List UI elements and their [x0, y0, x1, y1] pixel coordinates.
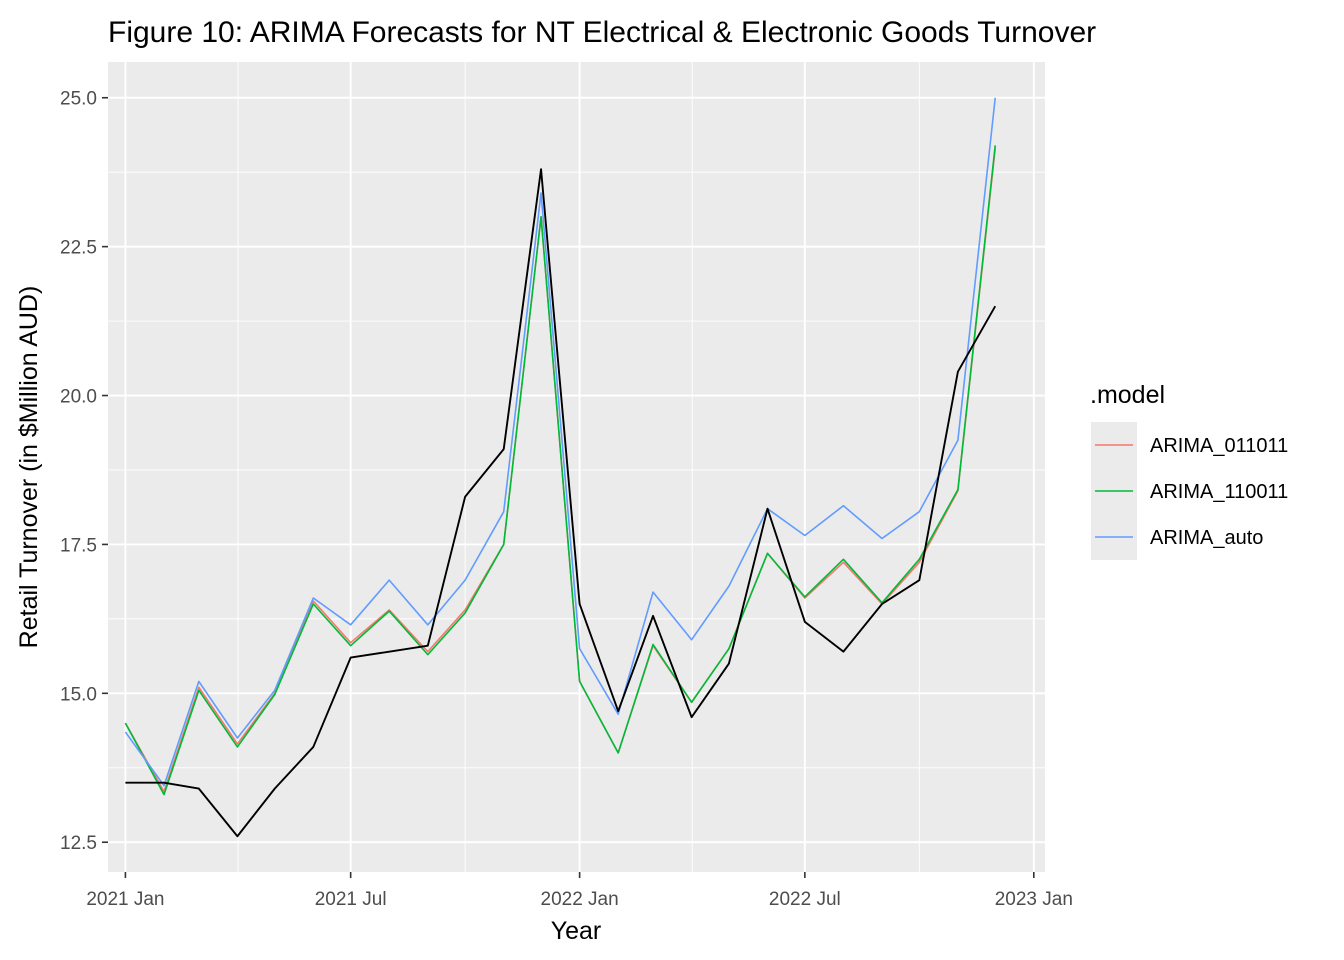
x-axis: 2021 Jan 2021 Jul 2022 Jan 2022 Jul 2023 Jan — [86, 872, 1073, 910]
chart-title: Figure 10: ARIMA Forecasts for NT Electr… — [108, 16, 1096, 49]
legend-title: .model — [1090, 381, 1165, 409]
plot-panel — [108, 62, 1045, 872]
y-tick-label: 15.0 — [60, 684, 97, 705]
legend-keys: ARIMA_011011 ARIMA_110011 ARIMA_auto — [1091, 422, 1288, 560]
y-axis-title: Retail Turnover (in $Million AUD) — [15, 286, 43, 649]
x-tick-label: 2021 Jul — [315, 889, 387, 910]
x-tick-label: 2023 Jan — [995, 889, 1073, 910]
major-grid — [108, 62, 1045, 872]
x-axis-title: Year — [551, 917, 602, 945]
y-tick-label: 22.5 — [60, 238, 97, 259]
series-line-arima_110011 — [124, 145, 997, 796]
legend-label: ARIMA_011011 — [1150, 435, 1288, 457]
x-tick-label: 2022 Jan — [541, 889, 619, 910]
y-tick-label: 25.0 — [60, 89, 97, 110]
legend: .model ARIMA_011011 ARIMA_110011 ARIMA_aut… — [1090, 381, 1288, 560]
legend-label: ARIMA_auto — [1150, 527, 1263, 549]
legend-label: ARIMA_110011 — [1150, 481, 1288, 503]
y-tick-label: 17.5 — [60, 535, 97, 556]
x-tick-label: 2021 Jan — [86, 889, 164, 910]
y-axis: 12.5 15.0 17.5 20.0 22.5 25.0 — [60, 89, 108, 854]
series-line-observed — [125, 168, 997, 838]
y-tick-label: 20.0 — [60, 387, 97, 408]
series-line-arima_auto — [124, 97, 997, 787]
series-lines — [124, 97, 997, 838]
minor-grid — [108, 62, 1045, 872]
x-tick-label: 2022 Jul — [769, 889, 841, 910]
y-tick-label: 12.5 — [60, 833, 97, 854]
